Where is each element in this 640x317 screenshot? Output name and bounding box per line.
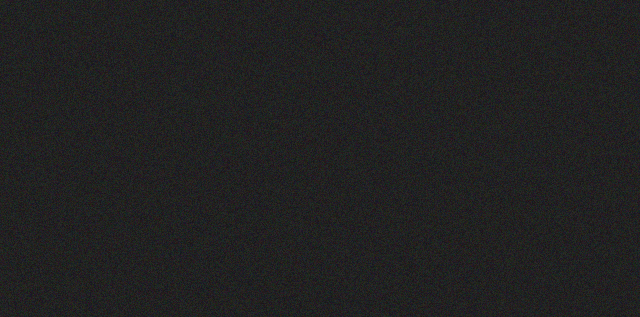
Text: 6,96%: 6,96%: [325, 183, 361, 192]
Title: Median Reinvestment Margin 16,43%: Median Reinvestment Margin 16,43%: [125, 14, 566, 34]
Text: 23,62%: 23,62%: [580, 68, 623, 78]
% Reinvestment Margin: [442, 133, 450, 136]
% Reinvestment Margin: [132, 82, 140, 86]
Text: 23,76%: 23,76%: [115, 67, 158, 77]
Line: % Reinvestment Margin: % Reinvestment Margin: [81, 64, 605, 236]
% Reinvestment Margin: [81, 66, 88, 69]
Text: 26,17%: 26,17%: [63, 51, 106, 61]
Legend: % Reinvestment Margin: % Reinvestment Margin: [252, 309, 440, 317]
% Reinvestment Margin: [287, 154, 295, 158]
Text: 18,79%: 18,79%: [166, 101, 210, 111]
% Reinvestment Margin: [546, 117, 554, 120]
Text: 13,30%: 13,30%: [269, 139, 313, 149]
% Reinvestment Margin: [598, 83, 605, 87]
Text: 9,17%: 9,17%: [376, 167, 413, 177]
Text: 18,75%: 18,75%: [528, 101, 572, 112]
% Reinvestment Margin: [494, 134, 502, 138]
% Reinvestment Margin: [236, 231, 243, 235]
% Reinvestment Margin: [184, 116, 192, 120]
% Reinvestment Margin: [391, 182, 399, 186]
Text: 16,43%: 16,43%: [424, 118, 468, 127]
Text: 2,11%: 2,11%: [221, 216, 258, 226]
% Reinvestment Margin: [339, 197, 347, 201]
Text: 16,21%: 16,21%: [476, 119, 520, 129]
